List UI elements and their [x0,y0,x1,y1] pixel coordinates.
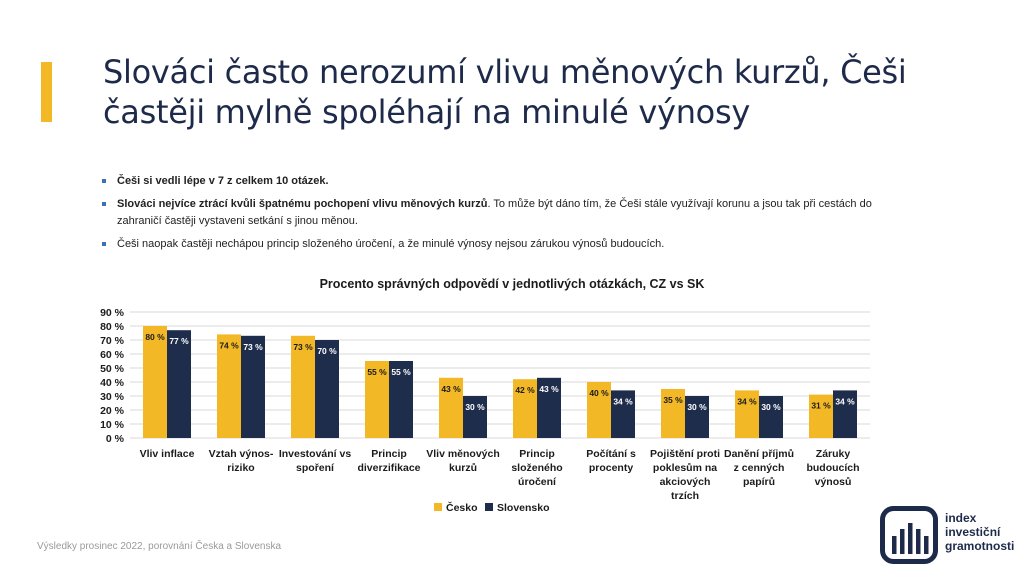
x-tick-label: trzích [671,490,699,502]
data-label: 30 % [465,402,485,412]
y-tick-label: 40 % [100,377,125,389]
x-tick-label: Danění příjmů [724,448,794,460]
data-label: 43 % [539,384,559,394]
chart-title: Procento správných odpovědí v jednotlivý… [319,277,705,291]
data-label: 31 % [811,401,831,411]
x-tick-label: budoucích [806,462,859,474]
logo-line: investiční [945,525,1001,539]
x-tick-label: Pojištění proti [650,448,720,460]
bar-cesko [735,390,759,438]
bar-slovensko [167,330,191,438]
x-tick-label: papírů [743,476,775,488]
bar-cesko [587,382,611,438]
data-label: 73 % [243,342,263,352]
data-label: 73 % [293,342,313,352]
x-tick-label: úročení [518,476,557,488]
data-label: 55 % [367,367,387,377]
legend-label: Slovensko [497,502,550,514]
bullet-bold: Češi si vedli lépe v 7 z celkem 10 otáze… [117,175,329,187]
bar-slovensko [463,396,487,438]
data-label: 34 % [835,396,855,406]
y-tick-label: 10 % [100,419,125,431]
x-tick-label: Počítání s [586,448,636,460]
bar-cesko [291,335,315,438]
bullet-text: . To může být dáno tím, že Češi stále vy… [117,198,872,227]
page-title: Slováci často nerozumí vlivu měnových ku… [103,53,907,131]
y-tick-label: 0 % [106,433,125,445]
data-label: 34 % [613,396,633,406]
bullet-text: Češi naopak častěji nechápou princip slo… [117,238,665,250]
logo-line: index [945,511,977,525]
bar-cesko [513,379,537,438]
y-tick-label: 50 % [100,363,125,375]
x-tick-label: Princip [371,448,407,460]
data-label: 34 % [737,396,757,406]
x-tick-label: složeného [511,462,562,474]
logo-line: gramotnosti [945,539,1015,553]
data-label: 35 % [663,395,683,405]
legend-label: Česko [446,501,478,514]
bullet-item: Češi naopak častěji nechápou princip slo… [100,236,900,253]
bar-cesko [217,334,241,438]
y-tick-label: 70 % [100,335,125,347]
y-tick-label: 90 % [100,307,125,319]
legend-swatch-slovensko [485,503,493,511]
x-tick-label: výnosů [815,476,852,488]
bar-slovensko [241,335,265,438]
bar-slovensko [685,396,709,438]
footer-note: Výsledky prosinec 2022, porovnání Česka … [37,541,282,552]
bar-slovensko [759,396,783,438]
data-label: 42 % [515,385,535,395]
x-tick-label: akciových [660,476,711,488]
logo-text: index investiční gramotnosti [945,511,1014,553]
bar-cesko [365,361,389,438]
data-label: 30 % [761,402,781,412]
x-tick-label: poklesům na [653,462,717,474]
bullet-list: Češi si vedli lépe v 7 z celkem 10 otáze… [100,173,900,259]
data-label: 30 % [687,402,707,412]
data-label: 43 % [441,384,461,394]
bar-cesko [809,394,833,438]
data-label: 77 % [169,336,189,346]
y-tick-label: 80 % [100,321,125,333]
data-label: 80 % [145,332,165,342]
x-tick-label: Vliv inflace [140,448,195,460]
x-tick-label: spoření [296,462,335,474]
bar-slovensko [537,377,561,438]
x-tick-label: Vliv měnových [426,448,500,460]
data-label: 74 % [219,340,239,350]
data-label: 70 % [317,346,337,356]
bar-slovensko [833,390,857,438]
y-tick-label: 60 % [100,349,125,361]
bar-slovensko [389,361,413,438]
bullet-item: Češi si vedli lépe v 7 z celkem 10 otáze… [100,173,900,190]
y-tick-label: 30 % [100,391,125,403]
x-tick-label: Princip [519,448,555,460]
data-label: 40 % [589,388,609,398]
x-tick-label: Záruky [816,448,851,460]
x-tick-label: Vztah výnos- [209,448,274,460]
x-tick-label: diverzifikace [357,462,420,474]
x-tick-label: riziko [227,462,254,474]
logo-icon [880,506,938,564]
bullet-item: Slováci nejvíce ztrácí kvůli špatnému po… [100,196,900,230]
x-tick-label: procenty [589,462,634,474]
x-tick-label: kurzů [449,462,477,474]
y-tick-label: 20 % [100,405,125,417]
x-tick-label: z cenných [734,462,785,474]
accent-bar [41,62,52,122]
bar-cesko [143,326,167,438]
bar-slovensko [611,390,635,438]
legend-swatch-cesko [434,503,442,511]
bar-cesko [661,389,685,438]
x-tick-label: Investování vs [279,448,352,460]
bar-slovensko [315,340,339,438]
bar-cesko [439,377,463,438]
data-label: 55 % [391,367,411,377]
bullet-bold: Slováci nejvíce ztrácí kvůli špatnému po… [117,198,488,210]
